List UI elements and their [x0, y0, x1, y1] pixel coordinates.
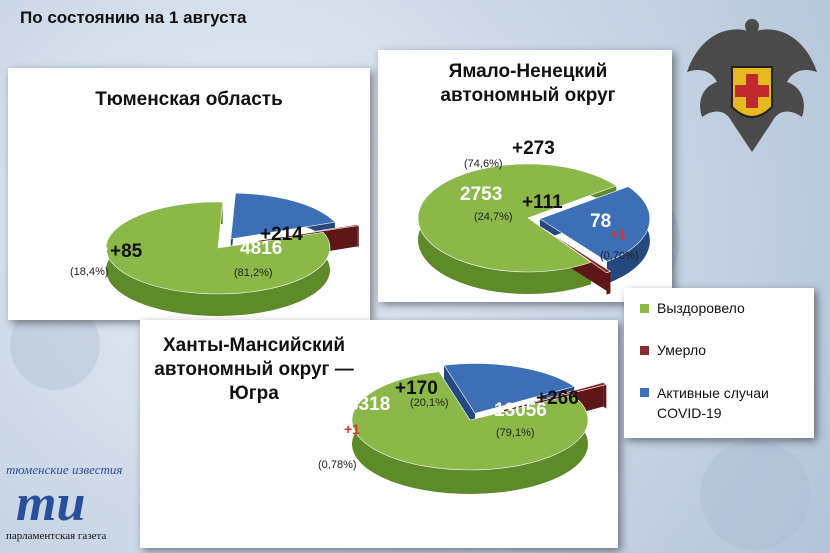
legend-item-recovered: Выздоровело [640, 300, 745, 316]
chart-legend: Выздоровело Умерло Активные случаи COVID… [624, 288, 814, 438]
pie-slice [253, 224, 360, 242]
data-label-value: 25 [48, 300, 70, 320]
pie-chart-yanao: 8296 +273 (74,6%) 2753 +111 (24,7%) 78+1 (0,70%… [417, 134, 651, 295]
data-label-value: 8296 [460, 134, 502, 155]
pie-slice [543, 228, 612, 274]
pie-chart-hmao: 13056+266 (79,1%) 3318+170(20,1%) 129 +1 (0,7… [300, 363, 608, 494]
logo-brand: тюменские известия [6, 462, 123, 477]
pie-slice [539, 186, 651, 262]
pie-slice [105, 201, 331, 295]
data-label-delta: +214 [260, 224, 303, 245]
legend-swatch [640, 346, 649, 355]
logo-letters: ти [16, 475, 86, 532]
data-label-share: (24,7%) [474, 211, 513, 223]
data-label-value: 1088 [66, 243, 108, 264]
legend-label: Выздоровело [657, 300, 745, 316]
data-label-value: 78 [590, 211, 611, 232]
data-label-share: (74,6%) [464, 158, 503, 170]
data-label-delta: +273 [512, 138, 555, 159]
chart-title: Тюменская область [95, 89, 283, 110]
data-label-share: (0,70%) [600, 250, 639, 262]
data-label-delta: +170 [395, 378, 438, 399]
data-label-delta: +85 [110, 241, 143, 262]
pie-slice [417, 163, 617, 273]
data-label-value: 129 [300, 430, 332, 451]
data-label-share: (18,4%) [70, 266, 109, 278]
data-label-value: 13056 [494, 400, 547, 421]
page-header: По состоянию на 1 августа [20, 8, 247, 27]
legend-item-died: Умерло [640, 342, 706, 358]
data-label-share: (81,2%) [234, 267, 273, 279]
pie-slice [443, 363, 575, 414]
data-label-share: (79,1%) [496, 427, 535, 439]
legend-item-active: Активные случаи COVID-19 [640, 384, 800, 423]
data-label-value: 2753 [460, 184, 502, 205]
legend-swatch [640, 304, 649, 313]
data-label-delta: +111 [522, 192, 563, 213]
newspaper-logo: тюменские известия ти парламентская газе… [6, 462, 166, 550]
data-label-share: (0,78%) [318, 459, 357, 471]
chart-panel-yanao: Ямало-Ненецкий автономный округ 8296 +273… [378, 50, 672, 302]
chart-panel-tyumen: Тюменская область 4816 +214 (81,2%) 1088 +85… [8, 68, 370, 344]
pie-chart-tyumen: 4816+214(81,2%)1088+85(18,4%)25(0,42%) [48, 192, 360, 344]
chart-title: Ханты-Мансийский автономный округ — Югра [154, 335, 354, 404]
emblem-icon [687, 19, 817, 153]
legend-swatch [640, 388, 649, 397]
background-virus-decoration [700, 440, 810, 550]
data-label-share: (20,1%) [410, 397, 449, 409]
chart-title: Ямало-Ненецкий автономный округ [440, 61, 616, 106]
pie-slice [504, 382, 608, 410]
pie-slice-side [539, 186, 650, 284]
legend-label: Активные случаи COVID-19 [657, 385, 769, 421]
logo-sub: парламентская газета [6, 530, 107, 542]
data-label-value: 4816 [240, 238, 282, 259]
data-label-delta: +266 [536, 388, 579, 409]
legend-label: Умерло [657, 342, 707, 358]
data-label-delta: +1 [610, 226, 626, 242]
data-label-value: 3318 [348, 394, 390, 415]
data-label-delta: +1 [344, 421, 360, 437]
chart-panel-hmao: Ханты-Мансийский автономный округ — Югра… [140, 320, 618, 548]
pie-slice [351, 371, 589, 471]
pie-slice [230, 192, 336, 240]
